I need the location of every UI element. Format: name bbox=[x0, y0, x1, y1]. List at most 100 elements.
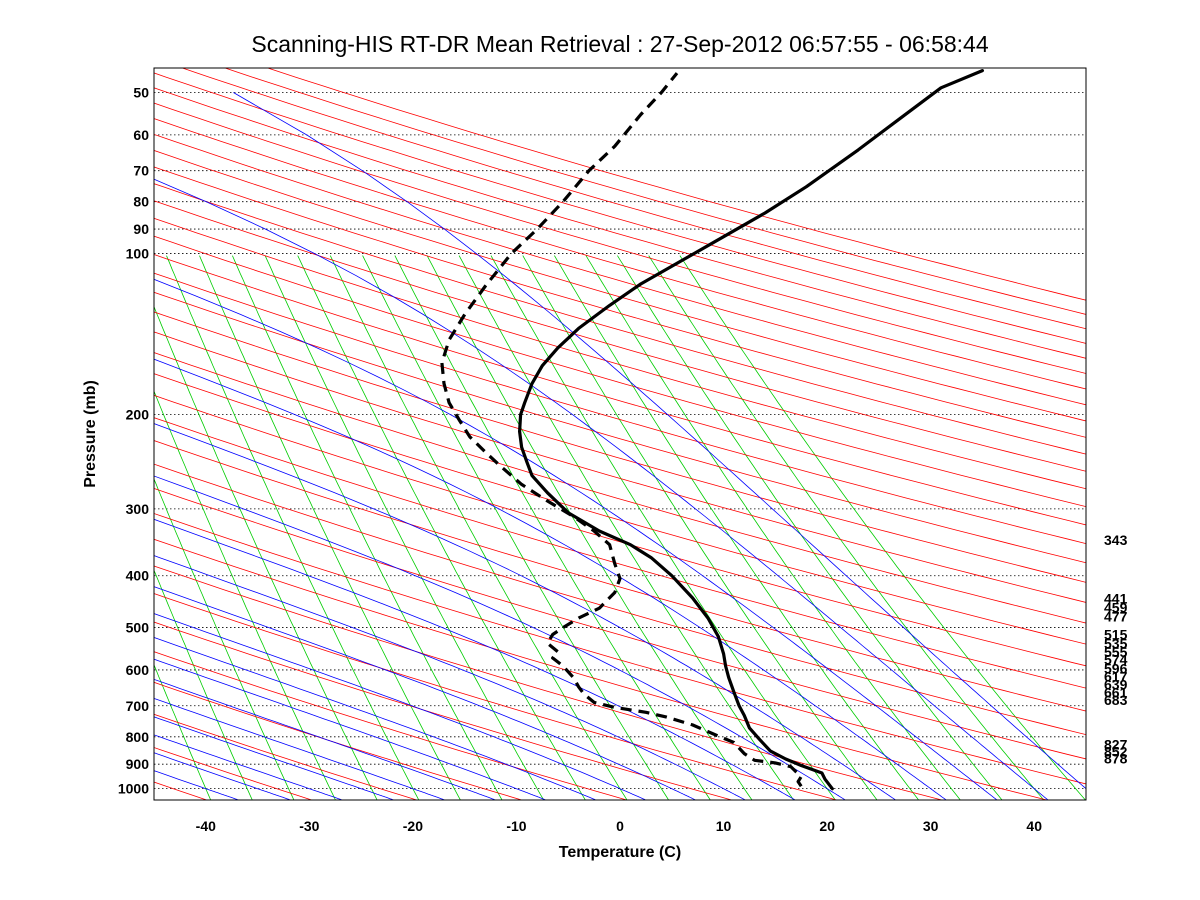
dry-adiabat-line bbox=[154, 513, 1086, 785]
mixing-ratio-line bbox=[329, 255, 628, 800]
plot-area bbox=[154, 68, 1086, 800]
y-tick-label: 600 bbox=[126, 662, 150, 678]
right-pressure-label: 459 bbox=[1104, 600, 1128, 616]
dry-adiabat-line bbox=[154, 373, 1086, 645]
moist-adiabat-line bbox=[154, 637, 597, 800]
y-tick-label: 900 bbox=[126, 756, 150, 772]
dry-adiabat-line bbox=[154, 394, 1086, 667]
mixing-ratio-line bbox=[362, 255, 669, 800]
x-tick-label: -10 bbox=[506, 818, 526, 834]
dry-adiabat-line bbox=[154, 254, 1086, 526]
dry-adiabat-line bbox=[154, 440, 1086, 712]
moist-adiabat-line bbox=[233, 92, 1086, 790]
dry-adiabat-line bbox=[154, 149, 1086, 422]
dry-adiabat-line bbox=[154, 200, 1086, 472]
mixing-ratio-line bbox=[679, 255, 1086, 800]
moist-adiabat-line bbox=[154, 178, 1049, 800]
mixing-ratio-line bbox=[154, 390, 336, 800]
dry-adiabats bbox=[154, 68, 1086, 800]
moist-adiabat-line bbox=[154, 586, 696, 800]
dry-adiabat-line bbox=[154, 463, 1086, 736]
y-tick-label: 80 bbox=[133, 194, 149, 210]
dry-adiabat-line bbox=[154, 217, 1086, 490]
right-pressure-label: 515 bbox=[1104, 626, 1128, 642]
y-tick-label: 50 bbox=[133, 84, 149, 100]
mixing-ratio-line bbox=[154, 478, 295, 800]
moist-adiabat-line bbox=[154, 734, 343, 800]
right-pressure-label: 343 bbox=[1104, 532, 1128, 548]
mixing-ratio-line bbox=[232, 255, 503, 800]
x-tick-label: 0 bbox=[616, 818, 624, 834]
x-tick-label: -20 bbox=[403, 818, 423, 834]
mixing-ratio-line bbox=[264, 255, 545, 800]
right-pressure-label: 878 bbox=[1104, 750, 1128, 766]
dry-adiabat-line bbox=[154, 417, 1086, 689]
moist-adiabat-line bbox=[154, 658, 547, 800]
y-tick-label: 100 bbox=[126, 246, 150, 262]
x-axis-label: Temperature (C) bbox=[559, 844, 681, 861]
right-pressure-label: 617 bbox=[1104, 668, 1128, 684]
right-pressure-label: 596 bbox=[1104, 660, 1128, 676]
y-tick-label: 200 bbox=[126, 407, 150, 423]
mixing-ratio-line bbox=[166, 255, 420, 800]
dry-adiabat-line bbox=[154, 166, 1086, 438]
moist-adiabat-line bbox=[154, 358, 947, 800]
mixing-ratio-line bbox=[154, 663, 212, 800]
chart-title: Scanning-HIS RT-DR Mean Retrieval : 27-S… bbox=[251, 31, 988, 57]
dry-adiabat-line bbox=[154, 87, 1086, 359]
dry-adiabat-line bbox=[154, 352, 1086, 624]
y-tick-label: 500 bbox=[126, 620, 150, 636]
y-tick-label: 700 bbox=[126, 698, 150, 714]
y-tick-label: 60 bbox=[133, 127, 149, 143]
dry-adiabat-line bbox=[154, 621, 732, 800]
profile-series bbox=[440, 69, 984, 791]
y-tick-label: 400 bbox=[126, 568, 150, 584]
dry-adiabat-line bbox=[182, 68, 1086, 330]
right-pressure-label: 683 bbox=[1104, 692, 1128, 708]
right-pressure-label: 827 bbox=[1104, 737, 1128, 753]
dry-adiabat-line bbox=[154, 651, 627, 800]
dry-adiabat-line bbox=[154, 133, 1086, 406]
mixing-ratio-line bbox=[154, 569, 253, 800]
dry-adiabat-line bbox=[154, 311, 1086, 583]
moist-adiabat-line bbox=[154, 716, 395, 800]
dry-adiabat-line bbox=[154, 102, 1086, 374]
moist-adiabat-line bbox=[154, 475, 846, 800]
moist-adiabats bbox=[154, 92, 1086, 800]
y-axis-label: Pressure (mb) bbox=[82, 380, 99, 488]
right-pressure-label: 574 bbox=[1104, 652, 1128, 668]
x-axis-ticks: -40 -30 -20 -10 0 10 20 30 40 bbox=[196, 818, 1043, 834]
dry-adiabat-line bbox=[154, 235, 1086, 508]
dry-adiabat-line bbox=[154, 331, 1086, 603]
moist-adiabat-line bbox=[154, 678, 496, 800]
dry-adiabat-line bbox=[154, 565, 942, 800]
plot-frame bbox=[153, 67, 1087, 801]
dry-adiabat-line bbox=[154, 72, 1086, 344]
right-pressure-label: 661 bbox=[1104, 684, 1128, 700]
dry-adiabat-line bbox=[154, 538, 1047, 800]
moist-adiabat-line bbox=[154, 752, 291, 800]
dry-adiabat-line bbox=[224, 68, 1086, 315]
moist-adiabat-line bbox=[154, 423, 896, 800]
mixing-ratio-line bbox=[154, 305, 378, 800]
y-tick-label: 1000 bbox=[118, 781, 149, 797]
right-pressure-label: 477 bbox=[1104, 609, 1128, 625]
x-tick-label: 30 bbox=[923, 818, 939, 834]
mixing-ratio-line bbox=[648, 255, 1045, 800]
dewpoint-profile-line bbox=[440, 72, 803, 788]
y-axis-ticks: 50 60 70 80 90 100 200 300 400 500 600 700 800 900 100… bbox=[118, 84, 149, 796]
y-tick-label: 90 bbox=[133, 221, 149, 237]
x-tick-label: 10 bbox=[716, 818, 732, 834]
mixing-ratio-line bbox=[522, 255, 878, 800]
moist-adiabat-line bbox=[154, 278, 998, 800]
right-pressure-label: 852 bbox=[1104, 743, 1128, 759]
right-pressure-label: 555 bbox=[1104, 644, 1128, 660]
dry-adiabat-line bbox=[154, 291, 1086, 564]
x-tick-label: 40 bbox=[1026, 818, 1042, 834]
mixing-ratio-line bbox=[199, 255, 461, 800]
dry-adiabat-line bbox=[267, 68, 1086, 301]
x-tick-label: 20 bbox=[819, 818, 835, 834]
dry-adiabat-line bbox=[154, 118, 1086, 390]
